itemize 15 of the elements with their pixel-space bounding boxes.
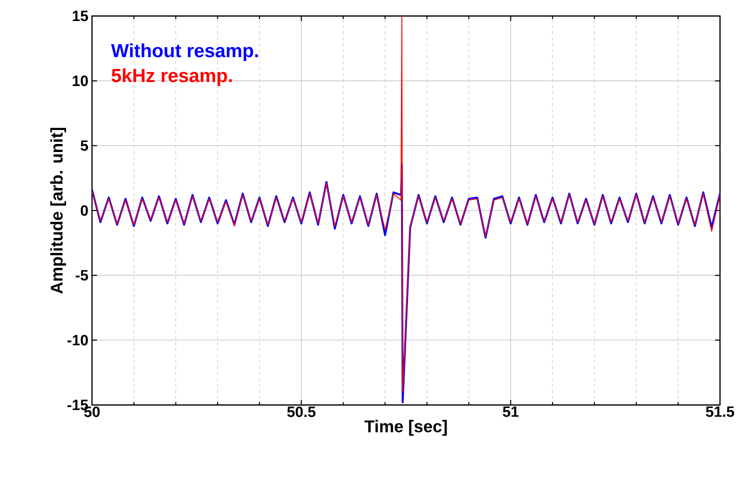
line-series [92,162,720,404]
x-tick-label: 51 [502,406,519,417]
y-tick-label: 5 [80,140,88,151]
x-tick-label: 51.5 [706,406,734,417]
text: Without resamp. [111,43,258,62]
y-tick-label: 10 [72,76,88,86]
y-tick-label: -5 [76,270,88,281]
y-tick-label: 15 [72,10,88,22]
y-tick-label: 0 [80,205,88,216]
y-axis-title: Amplitude [arb. unit] [50,128,66,294]
x-axis-title: Time [sec] [364,420,447,436]
text: 5kHz resamp. [112,68,232,86]
x-tick-label: 50.5 [287,406,316,418]
line-series [92,16,720,392]
y-tick-label: -10 [67,334,88,346]
